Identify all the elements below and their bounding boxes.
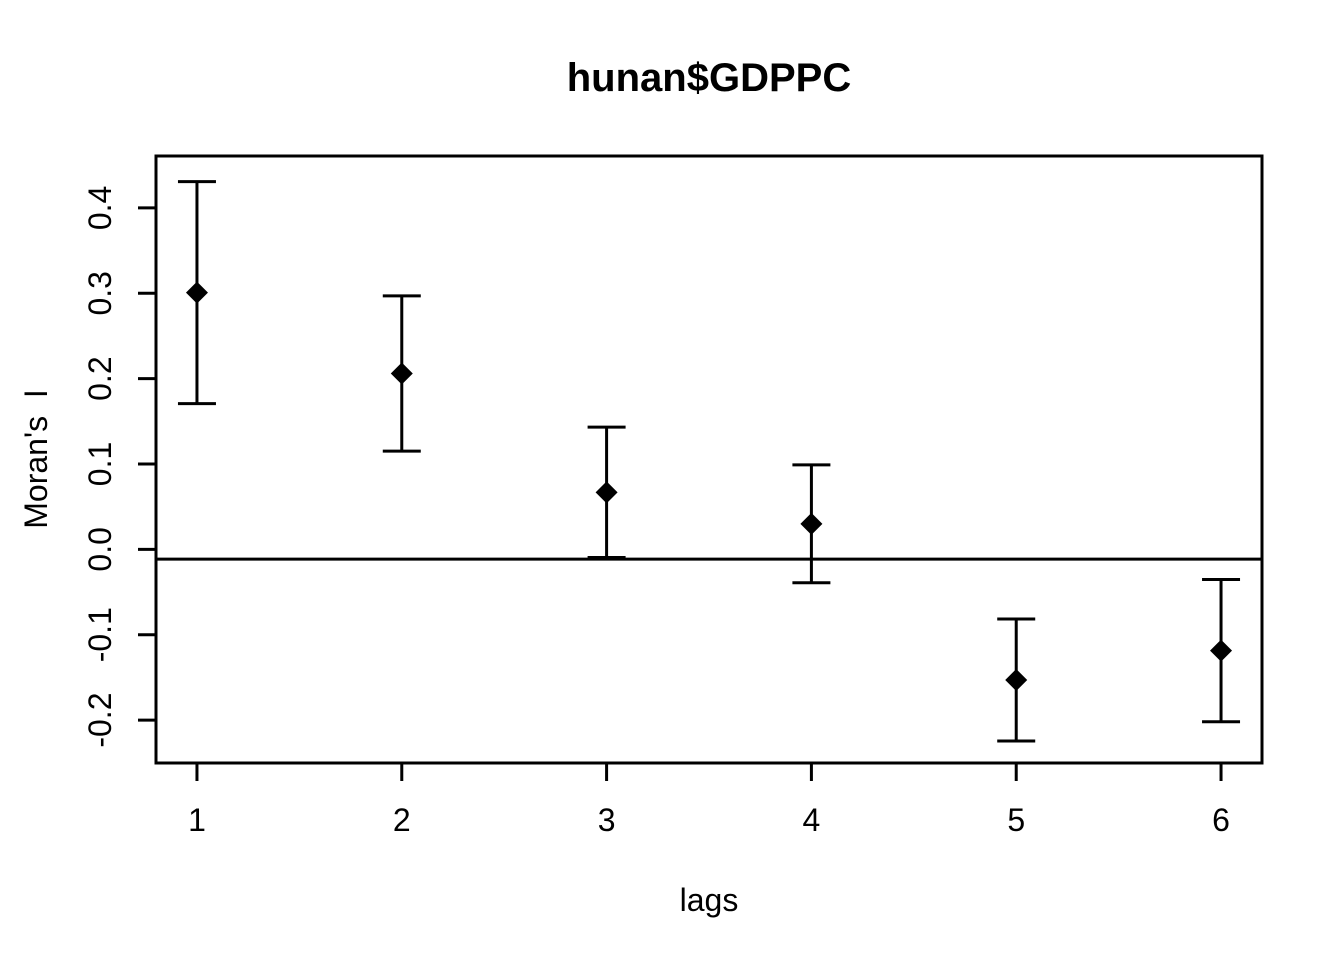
y-axis-tick-label: 0.0	[82, 527, 118, 571]
y-axis-tick-label: -0.2	[82, 692, 118, 747]
data-point-marker	[390, 362, 413, 385]
x-axis-tick-label: 4	[803, 802, 821, 838]
data-point-marker	[1210, 639, 1233, 662]
data-point-marker	[1005, 669, 1028, 692]
y-axis-tick-label: 0.2	[82, 356, 118, 400]
y-axis-tick-label: 0.4	[82, 186, 118, 230]
x-axis-tick-label: 6	[1212, 802, 1230, 838]
y-axis-tick-label: 0.3	[82, 271, 118, 315]
x-axis-tick-label: 3	[598, 802, 616, 838]
y-axis-tick-label: -0.1	[82, 607, 118, 662]
chart-title: hunan$GDPPC	[566, 56, 852, 100]
x-axis-tick-label: 2	[393, 802, 411, 838]
data-point-marker	[595, 481, 618, 504]
x-axis-label: lags	[679, 882, 739, 918]
data-point-marker	[185, 281, 208, 304]
x-axis-tick-label: 5	[1007, 802, 1025, 838]
plot-box	[154, 154, 1264, 765]
x-axis-tick-label: 1	[188, 802, 206, 838]
data-point-marker	[800, 512, 823, 535]
y-axis-tick-label: 0.1	[82, 442, 118, 486]
